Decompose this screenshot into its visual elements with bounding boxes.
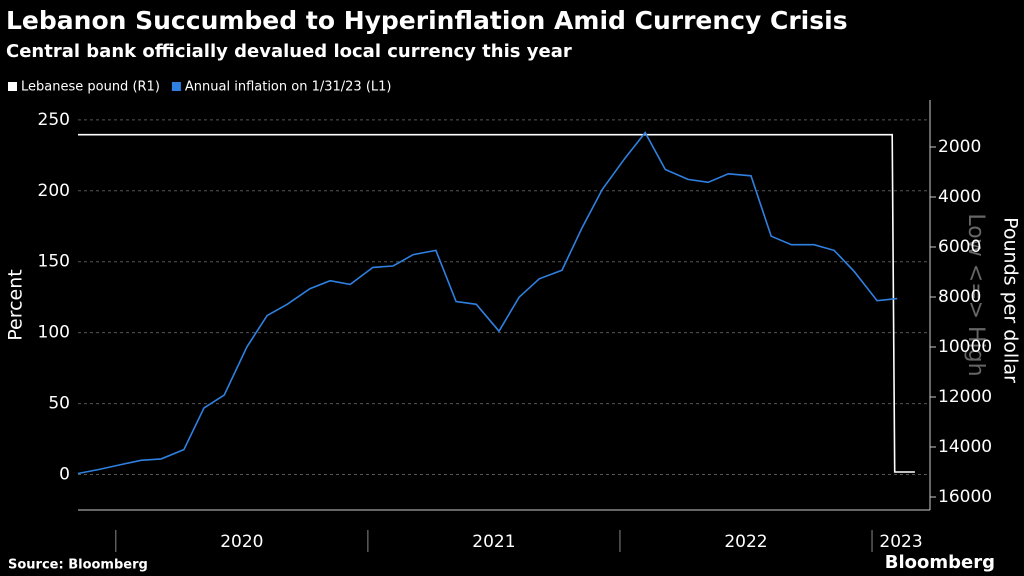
y-axis-label: Percent (5, 269, 27, 341)
source: Source: Bloomberg (8, 558, 148, 573)
y2-tick-label: 12000 (938, 387, 992, 407)
x-tick-label: 2020 (220, 532, 263, 552)
y-tick-label: 50 (48, 394, 70, 414)
y-tick-label: 0 (59, 465, 70, 485)
x-tick-label: 2022 (724, 532, 767, 552)
series-line (77, 131, 898, 475)
y2-tick-label: 2000 (938, 137, 981, 157)
y2-axis-label: Pounds per dollar (1000, 217, 1022, 383)
y-tick-label: 100 (38, 323, 70, 343)
x-tick-label: 2021 (472, 532, 515, 552)
y-tick-label: 150 (38, 252, 70, 272)
chart-subtitle: Central bank officially devalued local c… (6, 41, 572, 62)
brand: Bloomberg (885, 552, 995, 573)
y2-tick-label: 8000 (938, 287, 981, 307)
y-tick-label: 200 (38, 181, 70, 201)
chart-title: Lebanon Succumbed to Hyperinflation Amid… (6, 6, 848, 35)
y2-tick-label: 4000 (938, 187, 981, 207)
y2-tick-label: 6000 (938, 237, 981, 257)
y2-tick-label: 16000 (938, 487, 992, 507)
series-line (78, 133, 915, 473)
y2-tick-label: 14000 (938, 437, 992, 457)
legend-label: Annual inflation on 1/31/23 (L1) (185, 80, 392, 95)
legend-swatch (171, 82, 181, 91)
y-tick-label: 250 (38, 110, 70, 130)
x-tick-label: 2023 (879, 532, 922, 552)
y2-annotation: Low <=> High (963, 213, 988, 376)
legend-label: Lebanese pound (R1) (21, 80, 160, 95)
legend-swatch (8, 82, 17, 91)
y2-tick-label: 10000 (938, 337, 992, 357)
